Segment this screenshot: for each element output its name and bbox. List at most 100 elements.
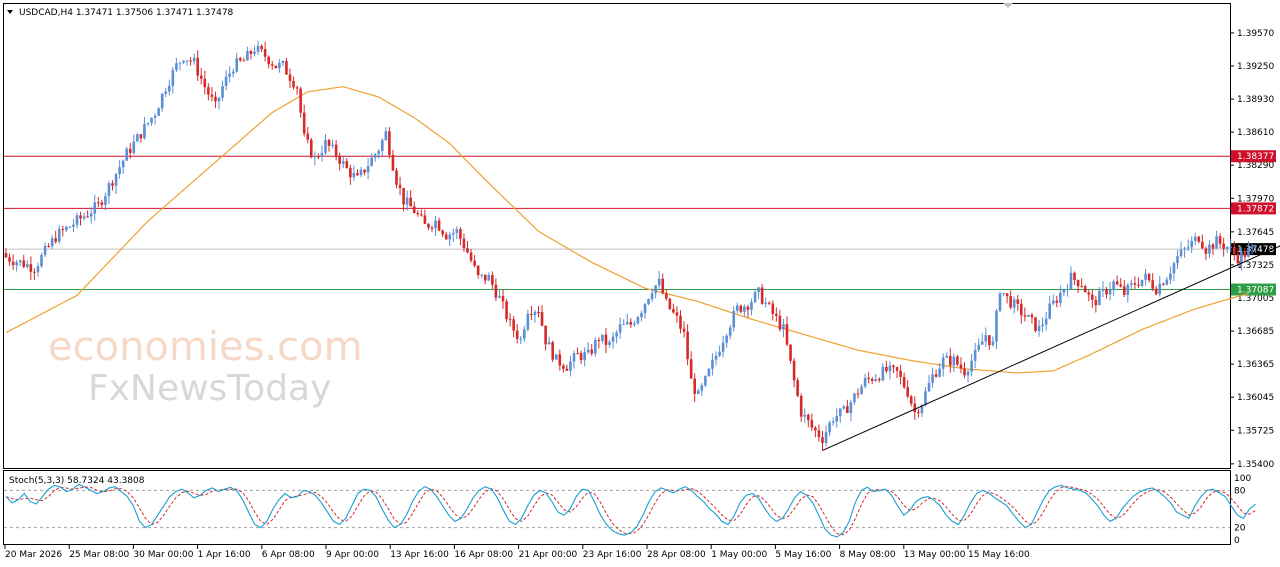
candle-body bbox=[231, 71, 235, 74]
candle-body bbox=[228, 73, 231, 77]
candle-body bbox=[302, 112, 306, 134]
candle-body bbox=[853, 393, 856, 403]
candle-body bbox=[33, 271, 36, 273]
candle-body bbox=[1066, 289, 1069, 291]
stochastic-layer: 100 80 20 0 bbox=[4, 474, 1256, 546]
candle-body bbox=[1144, 273, 1147, 280]
candle-body bbox=[189, 60, 192, 62]
candle-body bbox=[192, 57, 196, 62]
candle-body bbox=[633, 323, 636, 325]
candle-body bbox=[128, 148, 132, 153]
stoch-tick-label: 80 bbox=[1234, 486, 1246, 496]
support-trendline[interactable] bbox=[822, 225, 1280, 451]
price-tick-label: 1.36045 bbox=[1237, 393, 1274, 403]
candle-body bbox=[654, 285, 657, 294]
candle-body bbox=[274, 65, 278, 69]
candle-body bbox=[640, 312, 643, 318]
candle-body bbox=[111, 183, 114, 186]
candle-body bbox=[1034, 317, 1037, 331]
candle-body bbox=[288, 74, 292, 81]
candle-body bbox=[260, 45, 263, 50]
candle-body bbox=[1083, 286, 1087, 293]
candle-body bbox=[1059, 292, 1062, 303]
candle-body bbox=[146, 122, 150, 124]
candle-body bbox=[714, 355, 718, 360]
candle-body bbox=[412, 206, 416, 214]
candle-body bbox=[487, 275, 491, 281]
candle-body bbox=[732, 310, 736, 328]
moving-average-line bbox=[5, 86, 1249, 374]
candle-body bbox=[1108, 289, 1112, 295]
candle-body bbox=[526, 313, 530, 330]
candle-body bbox=[150, 117, 153, 123]
time-tick-label: 21 Apr 00:00 bbox=[519, 550, 578, 560]
candle-body bbox=[803, 414, 807, 417]
candle-body bbox=[359, 169, 363, 176]
candle-body bbox=[945, 355, 949, 358]
candle-body bbox=[15, 262, 18, 265]
triangle-down-icon[interactable] bbox=[7, 10, 13, 14]
candle-body bbox=[892, 365, 895, 368]
candle-body bbox=[1087, 292, 1091, 295]
price-tick-label: 1.36365 bbox=[1237, 360, 1274, 370]
candle-body bbox=[171, 69, 175, 86]
level-price-tag bbox=[1231, 202, 1276, 215]
candle-body bbox=[1062, 289, 1066, 293]
candle-body bbox=[86, 216, 89, 218]
candle-body bbox=[728, 327, 732, 336]
candle-body bbox=[721, 342, 725, 352]
candle-body bbox=[668, 298, 672, 310]
candle-body bbox=[235, 58, 239, 72]
candle-body bbox=[973, 349, 977, 361]
candle-body bbox=[121, 160, 125, 168]
price-tick-label: 1.35400 bbox=[1237, 460, 1274, 470]
candle-body bbox=[988, 335, 991, 346]
main-plot-frame bbox=[3, 3, 1231, 469]
candle-body bbox=[796, 380, 799, 396]
candle-body bbox=[675, 312, 679, 316]
candle-body bbox=[207, 87, 210, 95]
candle-body bbox=[1037, 326, 1041, 331]
candle-body bbox=[739, 305, 743, 312]
candle-body bbox=[1236, 253, 1240, 264]
candle-body bbox=[650, 293, 654, 300]
candle-body bbox=[1147, 273, 1151, 281]
candle-body bbox=[157, 108, 160, 116]
candle-body bbox=[792, 360, 796, 381]
candle-body bbox=[1027, 314, 1030, 317]
trendline-layer[interactable] bbox=[822, 225, 1280, 451]
candle-body bbox=[57, 229, 61, 242]
candle-body bbox=[1176, 256, 1179, 264]
candle-body bbox=[775, 313, 778, 316]
candle-body bbox=[1215, 236, 1218, 249]
candle-body bbox=[132, 141, 136, 153]
candle-body bbox=[672, 309, 675, 313]
candle-body bbox=[469, 252, 473, 261]
candle-body bbox=[405, 197, 409, 205]
candle-body bbox=[1105, 288, 1108, 295]
candle-body bbox=[82, 216, 86, 219]
candle-body bbox=[998, 293, 1002, 311]
candle-body bbox=[995, 310, 998, 342]
scroll-marker-icon[interactable] bbox=[1003, 3, 1013, 8]
candle-body bbox=[682, 328, 686, 332]
candle-body bbox=[924, 391, 927, 405]
candle-body bbox=[118, 167, 121, 174]
candle-body bbox=[366, 166, 370, 173]
candle-body bbox=[373, 154, 377, 158]
candle-body bbox=[856, 393, 860, 395]
candle-body bbox=[554, 354, 558, 360]
candle-body bbox=[846, 406, 849, 414]
candle-body bbox=[299, 88, 302, 113]
time-tick-label: 8 May 08:00 bbox=[840, 550, 896, 560]
candle-body bbox=[760, 287, 764, 304]
candle-body bbox=[1069, 272, 1073, 290]
candle-body bbox=[1023, 315, 1027, 317]
candle-body bbox=[952, 356, 956, 366]
time-tick-label: 20 Mar 2026 bbox=[5, 550, 62, 560]
candle-body bbox=[558, 354, 562, 366]
candle-body bbox=[810, 420, 814, 428]
candle-body bbox=[22, 260, 26, 267]
candle-body bbox=[540, 312, 544, 326]
candle-body bbox=[1179, 249, 1183, 257]
